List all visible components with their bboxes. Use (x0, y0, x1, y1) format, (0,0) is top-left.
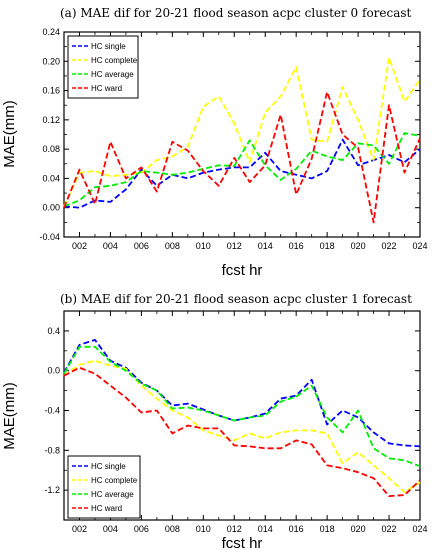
chart-a-y-tick-label: 0.20 (42, 56, 60, 66)
chart-a-x-tick-label: 020 (351, 241, 366, 251)
chart-b-series-line (63, 338, 421, 448)
chart-a-x-tick-label: 024 (412, 241, 427, 251)
chart-b-y-tick-label: 0.0 (47, 366, 60, 376)
chart-a-series-line (63, 91, 421, 224)
chart-b-y-tick-label: -0.8 (44, 445, 60, 455)
chart-a-y-tick-label: 0.12 (42, 115, 60, 125)
chart-b-x-tick-label: 016 (289, 524, 304, 534)
chart-a-series-line (63, 138, 421, 209)
chart-b-x-tick-label: 018 (320, 524, 335, 534)
chart-a-series-line (63, 56, 421, 207)
chart-b-legend-label: HC single (91, 462, 126, 471)
chart-a: (a) MAE dif for 20-21 flood season acpc … (1, 6, 428, 279)
chart-b-legend-label: HC average (91, 490, 134, 499)
chart-b-title: (b) MAE dif for 20-21 flood season acpc … (60, 292, 412, 306)
chart-a-title: (a) MAE dif for 20-21 flood season acpc … (60, 6, 412, 20)
chart-b-x-tick-label: 006 (134, 524, 149, 534)
chart-a-x-tick-label: 018 (320, 241, 335, 251)
chart-a-y-tick-label: 0.24 (42, 27, 60, 37)
chart-b-plot-frame (63, 310, 421, 521)
chart-a-x-tick-label: 004 (103, 241, 118, 251)
chart-b-x-tick-label: 010 (196, 524, 211, 534)
chart-a-legend-label: HC average (91, 70, 134, 79)
chart-b-x-axis-title: fcst hr (222, 535, 263, 550)
chart-b-y-tick-label: -0.4 (44, 406, 60, 416)
chart-a-x-tick-label: 016 (289, 241, 304, 251)
chart-b-x-tick-label: 014 (258, 524, 273, 534)
chart-b-legend-label: HC ward (91, 504, 122, 513)
chart-b: (b) MAE dif for 20-21 flood season acpc … (1, 292, 428, 550)
chart-a-y-tick-label: 0.04 (42, 173, 60, 183)
chart-a-y-axis-title: MAE(mm) (1, 100, 18, 168)
chart-a-x-tick-label: 010 (196, 241, 211, 251)
chart-a-x-tick-label: 014 (258, 241, 273, 251)
chart-a-legend-label: HC complete (91, 56, 138, 65)
chart-a-x-tick-label: 002 (72, 241, 87, 251)
chart-b-x-tick-label: 024 (412, 524, 427, 534)
chart-b-x-tick-label: 002 (72, 524, 87, 534)
chart-a-x-tick-label: 012 (227, 241, 242, 251)
chart-a-x-tick-label: 008 (165, 241, 180, 251)
chart-b-series-line (63, 366, 421, 498)
chart-b-y-axis-title: MAE(mm) (1, 382, 18, 450)
chart-b-y-tick-label: 0.4 (47, 326, 60, 336)
chart-b-y-tick-label: -1.2 (44, 485, 60, 495)
chart-b-x-tick-label: 004 (103, 524, 118, 534)
chart-a-legend-label: HC single (91, 42, 126, 51)
chart-a-legend-label: HC ward (91, 84, 122, 93)
chart-a-series-line (63, 132, 421, 208)
chart-b-x-tick-label: 008 (165, 524, 180, 534)
chart-b-x-tick-label: 020 (351, 524, 366, 534)
chart-a-x-tick-label: 006 (134, 241, 149, 251)
chart-a-x-tick-label: 022 (382, 241, 397, 251)
chart-b-legend-label: HC complete (91, 476, 138, 485)
chart-b-x-tick-label: 022 (382, 524, 397, 534)
chart-a-x-axis-title: fcst hr (222, 262, 263, 279)
chart-b-x-tick-label: 012 (227, 524, 242, 534)
chart-a-y-tick-label: -0.04 (39, 232, 60, 242)
chart-a-y-tick-label: 0.00 (42, 203, 60, 213)
chart-b-series-line (63, 345, 421, 468)
chart-a-y-tick-label: 0.16 (42, 86, 60, 96)
chart-a-y-tick-label: 0.08 (42, 144, 60, 154)
